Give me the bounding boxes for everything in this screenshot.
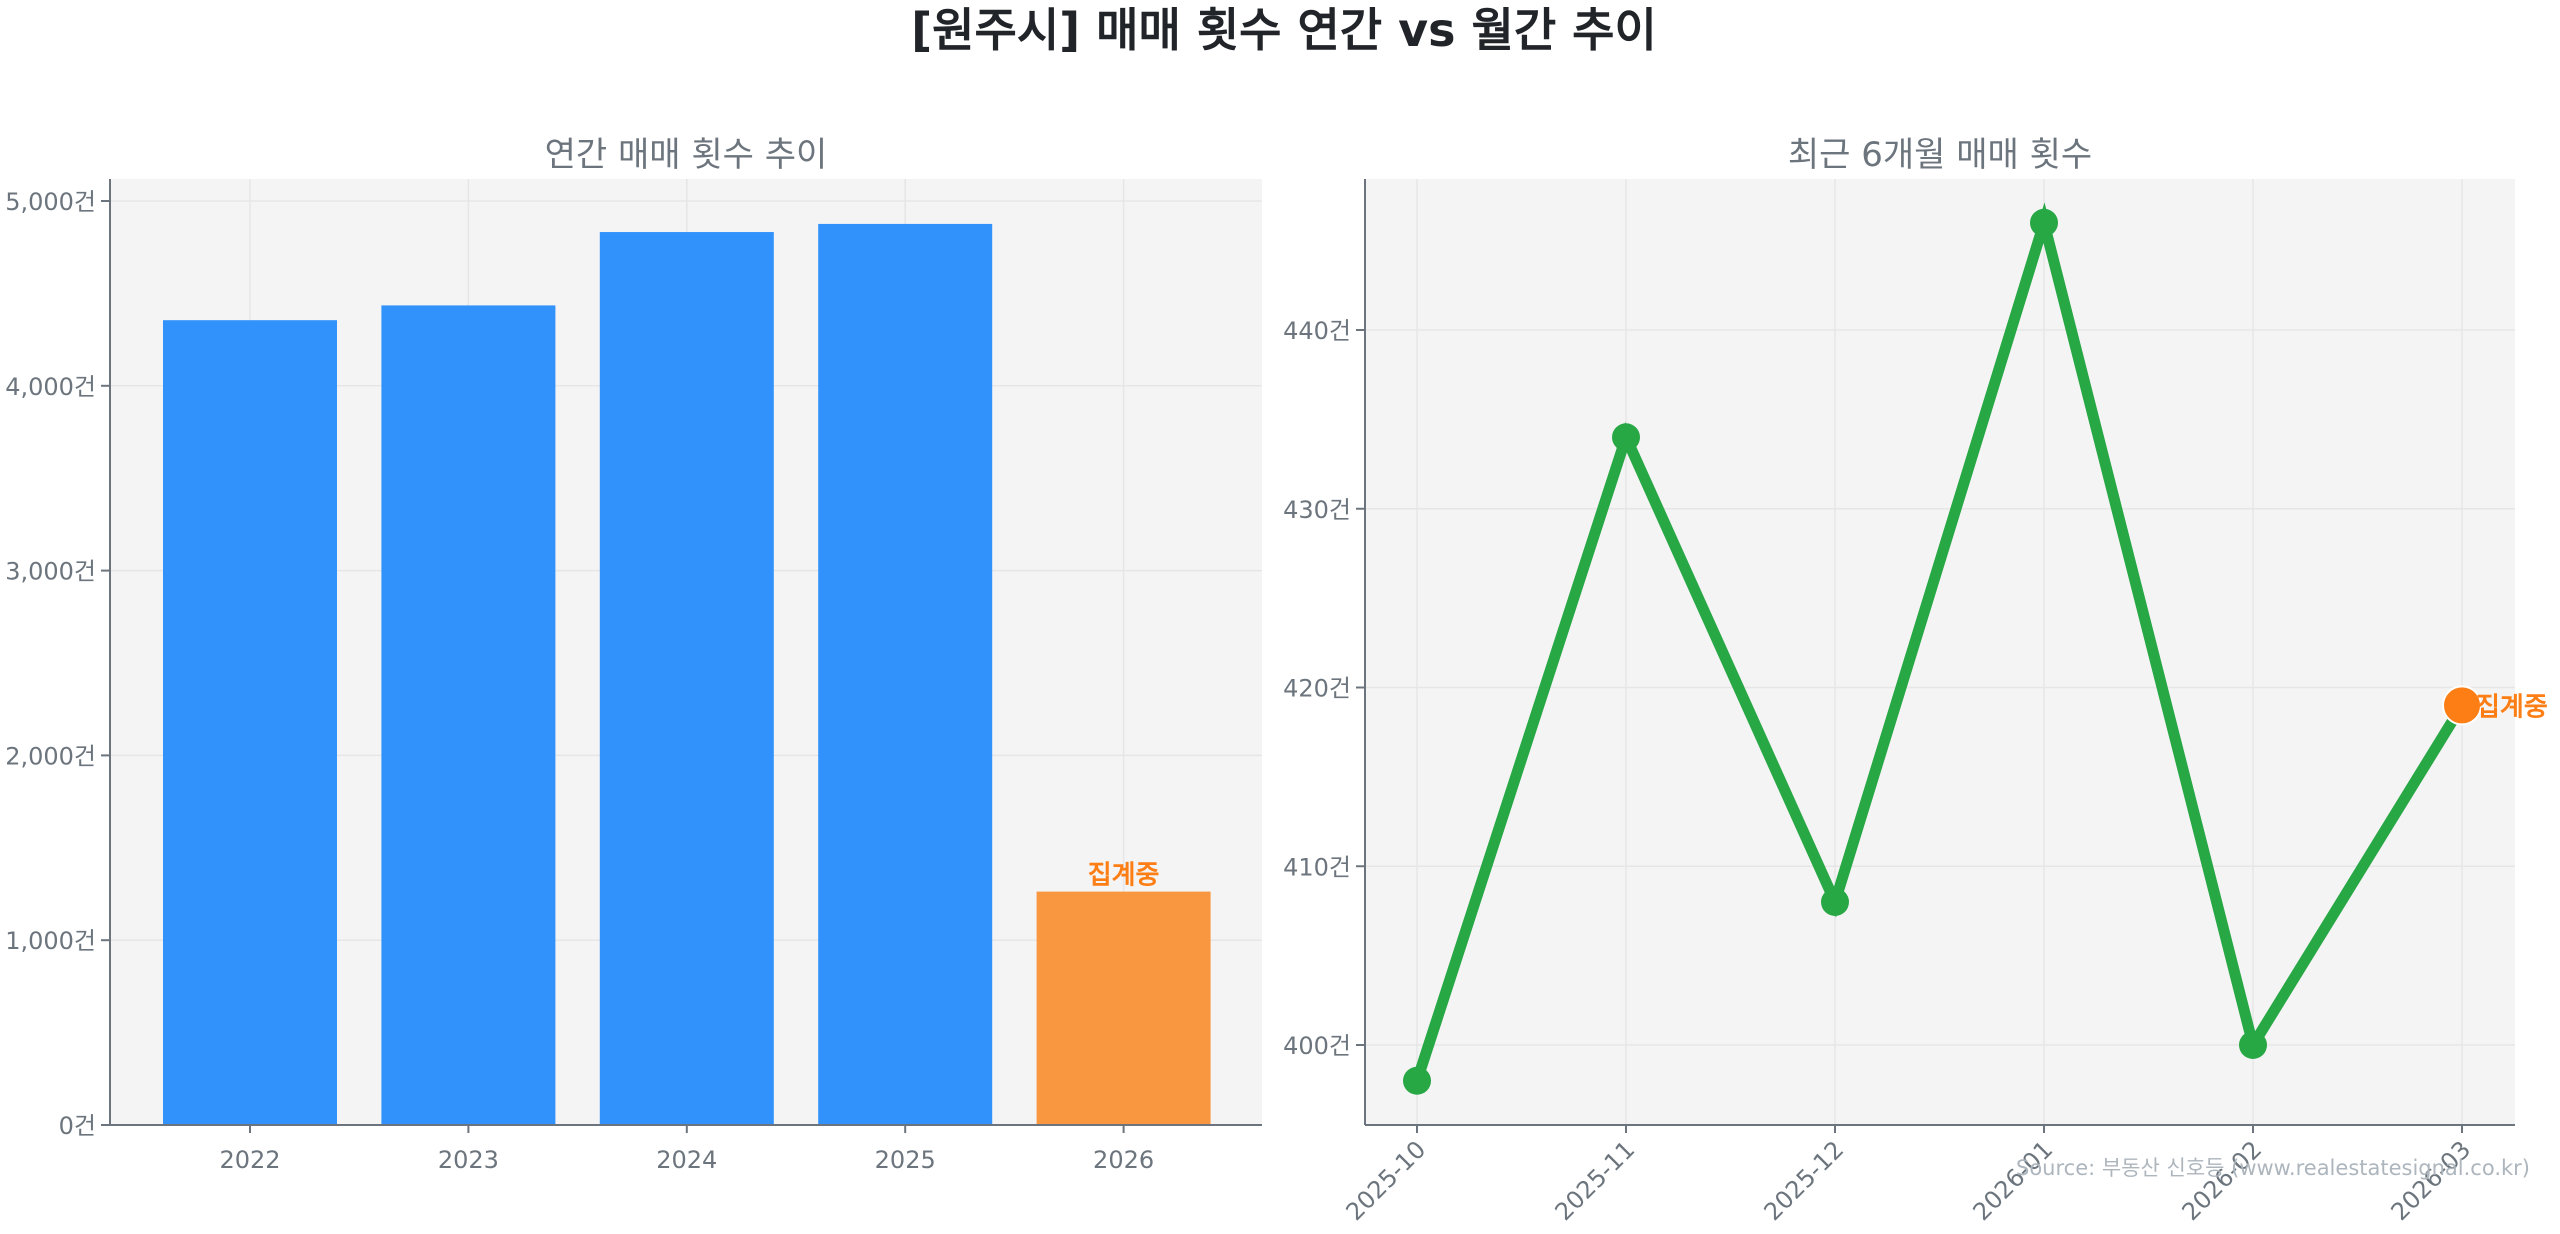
source-caption: Source: 부동산 신호등 (www.realestatesignal.co… <box>2016 1156 2530 1180</box>
data-point-marker <box>1612 423 1640 452</box>
data-point-marker <box>1403 1066 1431 1095</box>
bar-2023 <box>381 305 556 1125</box>
bar-2024 <box>599 232 774 1126</box>
partial-data-annotation: 집계중 <box>1088 861 1160 891</box>
bar-2026 <box>1036 891 1211 1125</box>
y-tick-label: 440건 <box>1283 317 1351 345</box>
y-tick-label: 400건 <box>1283 1032 1351 1060</box>
y-tick-label: 1,000건 <box>5 927 96 955</box>
bars: 집계중 <box>163 223 1211 1126</box>
annual-bar-chart: 집계중 0건 1,000건 2,000건 3,000건 4,000건 5,000건 202… <box>5 135 1262 1174</box>
line-series: 집계중 <box>1403 202 2548 1095</box>
bar-2025 <box>818 223 993 1125</box>
y-tick-label: 430건 <box>1283 496 1351 524</box>
x-tick-label: 2022 <box>219 1146 280 1174</box>
grid-lines <box>1365 179 2515 1125</box>
x-tick-label: 2023 <box>438 1146 499 1174</box>
y-tick-label: 420건 <box>1283 675 1351 703</box>
partial-data-annotation: 집계중 <box>2476 692 2548 722</box>
y-tick-label: 0건 <box>59 1112 96 1140</box>
x-tick-label: 2026-02 <box>2177 1135 2268 1226</box>
monthly-chart-title: 최근 6개월 매매 횟수 <box>1788 135 2092 175</box>
y-tick-label: 4,000건 <box>5 373 96 401</box>
figure-title: [원주시] 매매 횟수 연간 vs 월간 추이 <box>911 3 1657 57</box>
x-tick-label: 2025-10 <box>1341 1135 1432 1226</box>
y-tick-label: 2,000건 <box>5 742 96 770</box>
x-tick-label: 2024 <box>656 1146 717 1174</box>
y-axis-ticks: 0건 1,000건 2,000건 3,000건 4,000건 5,000건 <box>5 188 110 1140</box>
y-tick-label: 3,000건 <box>5 558 96 586</box>
x-tick-label: 2025 <box>875 1146 936 1174</box>
x-tick-label: 2025-12 <box>1759 1135 1850 1226</box>
data-point-marker <box>2239 1031 2267 1059</box>
partial-data-marker <box>2442 685 2482 726</box>
x-tick-label: 2025-11 <box>1550 1135 1641 1226</box>
bar-2022 <box>163 320 337 1125</box>
plot-background <box>1365 179 2515 1125</box>
x-tick-label: 2026-01 <box>1968 1135 2059 1226</box>
annual-chart-title: 연간 매매 횟수 추이 <box>545 135 828 175</box>
x-axis-ticks: 2022 2023 2024 2025 2026 <box>219 1125 1154 1174</box>
data-point-marker <box>2030 208 2058 237</box>
data-point-marker <box>1821 888 1849 916</box>
monthly-line-chart: 집계중 400건 410건 420건 430건 440건 2025-10 2025-11 2… <box>1283 135 2548 1226</box>
x-tick-label: 2026 <box>1093 1146 1154 1174</box>
y-tick-label: 410건 <box>1283 853 1351 881</box>
trade-count-line <box>1411 202 2467 1083</box>
y-axis-ticks: 400건 410건 420건 430건 440건 <box>1283 317 1365 1060</box>
x-tick-label: 2026-03 <box>2386 1135 2477 1226</box>
y-tick-label: 5,000건 <box>5 188 96 216</box>
